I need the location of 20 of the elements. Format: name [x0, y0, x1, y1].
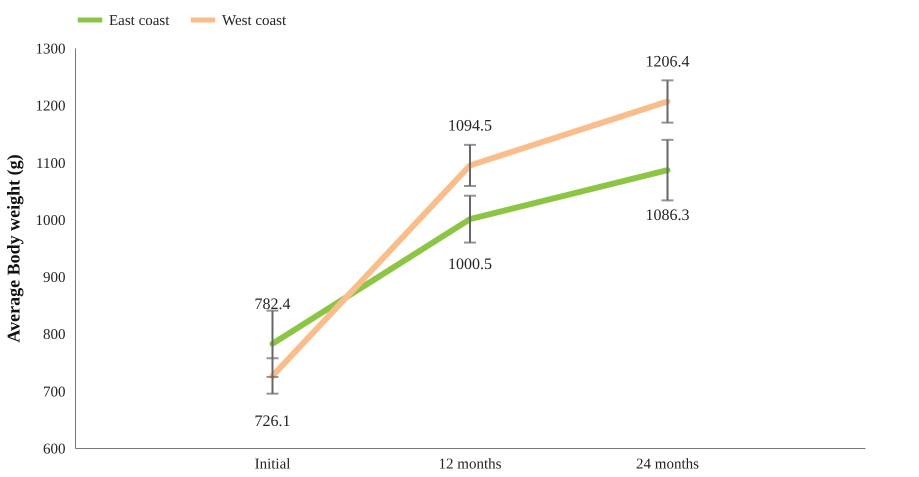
x-tick-label: 24 months	[636, 456, 700, 472]
data-label: 1000.5	[448, 256, 492, 274]
data-label: 726.1	[254, 412, 290, 430]
data-label: 1086.3	[646, 207, 690, 224]
y-tick-label: 600	[43, 442, 66, 458]
x-tick-label: Initial	[254, 456, 290, 472]
y-axis-title: Average Body weight (g)	[4, 154, 24, 343]
legend-label: East coast	[109, 13, 170, 29]
data-label: 1206.4	[646, 53, 690, 70]
y-tick-label: 900	[43, 270, 66, 286]
y-tick-label: 800	[43, 327, 66, 344]
y-tick-label: 700	[43, 384, 66, 400]
y-tick-label: 1300	[36, 42, 66, 58]
y-tick-label: 1100	[36, 156, 66, 172]
data-label: 1094.5	[448, 117, 492, 134]
data-label: 782.4	[254, 296, 290, 313]
y-tick-label: 1000	[36, 212, 66, 229]
y-tick-label: 1200	[36, 98, 66, 115]
x-tick-label: 12 months	[438, 456, 502, 472]
legend-label: West coast	[222, 13, 288, 29]
